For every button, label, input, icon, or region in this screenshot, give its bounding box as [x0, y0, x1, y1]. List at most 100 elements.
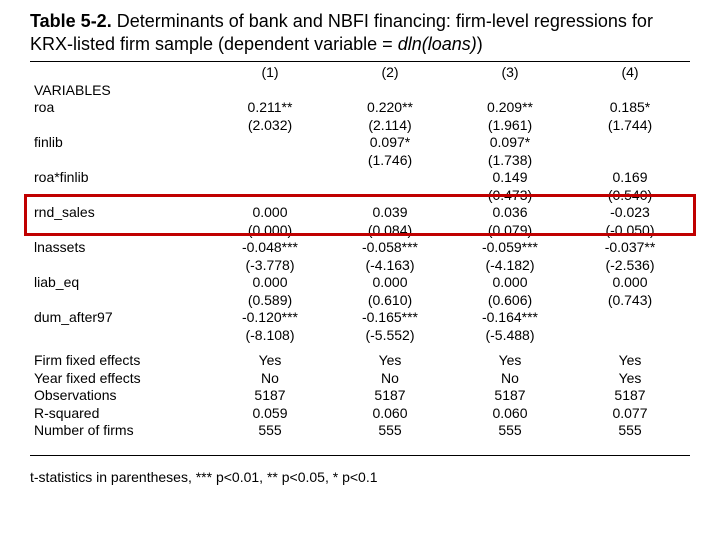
cell: (0.610)	[330, 292, 450, 310]
rule	[30, 455, 690, 456]
cell: -0.023	[570, 204, 690, 222]
cell	[210, 152, 330, 170]
cell: 0.060	[450, 405, 570, 423]
cell: (0.743)	[570, 292, 690, 310]
cell: No	[450, 370, 570, 388]
table-wrap: (1)(2)(3)(4)VARIABLESroa0.211**0.220**0.…	[30, 64, 690, 465]
title-close: )	[477, 34, 483, 54]
cell: -0.037**	[570, 239, 690, 257]
cell: (0.473)	[450, 187, 570, 205]
footnote: t-statistics in parentheses, *** p<0.01,…	[30, 469, 690, 485]
cell: Yes	[210, 352, 330, 370]
cell: 5187	[210, 387, 330, 405]
cell: (2)	[330, 64, 450, 82]
cell: (0.079)	[450, 222, 570, 240]
cell: 5187	[450, 387, 570, 405]
cell	[450, 82, 570, 100]
table-title: Table 5-2. Determinants of bank and NBFI…	[30, 10, 690, 55]
cell: 0.149	[450, 169, 570, 187]
row-label	[30, 117, 210, 135]
cell: -0.059***	[450, 239, 570, 257]
cell: (-8.108)	[210, 327, 330, 345]
cell: (0.540)	[570, 187, 690, 205]
row-label	[30, 64, 210, 82]
cell: 0.169	[570, 169, 690, 187]
cell: (-3.778)	[210, 257, 330, 275]
title-prefix: Table 5-2.	[30, 11, 112, 31]
cell: 555	[450, 422, 570, 440]
cell: (-5.552)	[330, 327, 450, 345]
cell: (2.114)	[330, 117, 450, 135]
cell: 0.059	[210, 405, 330, 423]
cell: -0.048***	[210, 239, 330, 257]
row-label: R-squared	[30, 405, 210, 423]
row-label	[30, 292, 210, 310]
cell: 0.097*	[450, 134, 570, 152]
row-label	[30, 327, 210, 345]
cell: Yes	[570, 370, 690, 388]
cell: 0.077	[570, 405, 690, 423]
regression-table: (1)(2)(3)(4)VARIABLESroa0.211**0.220**0.…	[30, 64, 690, 465]
cell: -0.058***	[330, 239, 450, 257]
cell: (0.084)	[330, 222, 450, 240]
cell: (-0.050)	[570, 222, 690, 240]
cell: (-5.488)	[450, 327, 570, 345]
cell: 0.000	[210, 274, 330, 292]
cell	[330, 187, 450, 205]
cell	[570, 309, 690, 327]
row-label: liab_eq	[30, 274, 210, 292]
cell: 0.039	[330, 204, 450, 222]
row-label	[30, 222, 210, 240]
cell: 0.000	[450, 274, 570, 292]
cell: (1.738)	[450, 152, 570, 170]
cell	[570, 152, 690, 170]
cell: 0.000	[330, 274, 450, 292]
cell: Yes	[570, 352, 690, 370]
title-ital: dln(loans)	[398, 34, 477, 54]
cell: 555	[570, 422, 690, 440]
cell: (-4.163)	[330, 257, 450, 275]
cell	[570, 134, 690, 152]
row-label	[30, 257, 210, 275]
cell	[570, 82, 690, 100]
cell: -0.120***	[210, 309, 330, 327]
cell: (-2.536)	[570, 257, 690, 275]
row-label: roa*finlib	[30, 169, 210, 187]
cell: -0.165***	[330, 309, 450, 327]
cell: -0.164***	[450, 309, 570, 327]
row-label: dum_after97	[30, 309, 210, 327]
cell: 0.209**	[450, 99, 570, 117]
row-label: rnd_sales	[30, 204, 210, 222]
cell: (-4.182)	[450, 257, 570, 275]
row-label: Year fixed effects	[30, 370, 210, 388]
cell: 0.097*	[330, 134, 450, 152]
cell: 555	[330, 422, 450, 440]
cell: 0.036	[450, 204, 570, 222]
cell	[330, 169, 450, 187]
cell: (4)	[570, 64, 690, 82]
cell: (1.961)	[450, 117, 570, 135]
row-label: VARIABLES	[30, 82, 210, 100]
row-label: Observations	[30, 387, 210, 405]
cell: (3)	[450, 64, 570, 82]
cell: 0.060	[330, 405, 450, 423]
cell: No	[210, 370, 330, 388]
cell: 0.185*	[570, 99, 690, 117]
cell: 0.220**	[330, 99, 450, 117]
row-label: roa	[30, 99, 210, 117]
cell: Yes	[330, 352, 450, 370]
cell: Yes	[450, 352, 570, 370]
row-label: finlib	[30, 134, 210, 152]
cell: 5187	[330, 387, 450, 405]
cell: (1.746)	[330, 152, 450, 170]
cell: No	[330, 370, 450, 388]
cell: (0.589)	[210, 292, 330, 310]
cell: 5187	[570, 387, 690, 405]
cell: (0.000)	[210, 222, 330, 240]
cell: 555	[210, 422, 330, 440]
cell	[210, 134, 330, 152]
cell: 0.000	[210, 204, 330, 222]
cell: 0.000	[570, 274, 690, 292]
row-label: Number of firms	[30, 422, 210, 440]
row-label: Firm fixed effects	[30, 352, 210, 370]
